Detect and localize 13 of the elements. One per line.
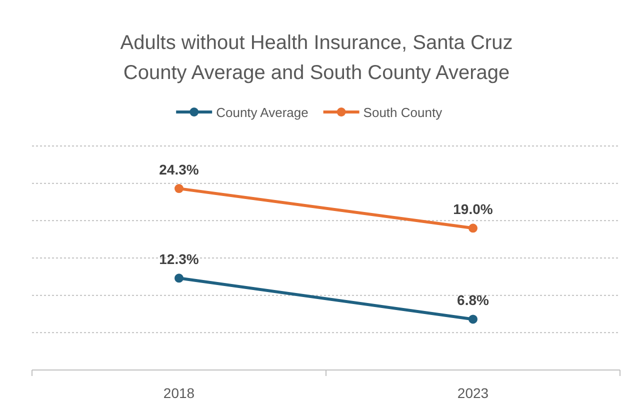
x-tick-label: 2018 [163,385,195,401]
point [468,224,478,233]
legend-label: South County [363,105,443,120]
data-label: 6.8% [457,292,490,308]
point [174,184,184,194]
legend-label: County Average [216,105,308,120]
data-label: 12.3% [159,251,200,268]
point [468,314,478,324]
x-tick-label: 2023 [457,385,489,401]
data-label: 24.3% [159,162,200,178]
chart-title: Adults without Health Insurance, Santa Cruz County Average and South County Average [120,32,513,84]
point [174,274,184,283]
data-label: 19.0% [453,201,494,218]
